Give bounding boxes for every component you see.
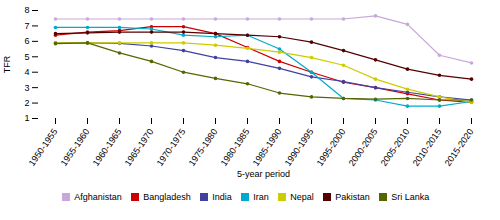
svg-text:1: 1 xyxy=(24,113,29,123)
svg-text:1970-1975: 1970-1975 xyxy=(155,127,188,168)
svg-text:1995-2000: 1995-2000 xyxy=(315,127,348,168)
svg-text:2015-2020: 2015-2020 xyxy=(443,127,476,168)
svg-text:1985-1990: 1985-1990 xyxy=(251,127,284,168)
svg-text:4: 4 xyxy=(24,67,29,77)
html-text:Pakistan: Pakistan xyxy=(335,191,370,202)
html-text:Iran: Iran xyxy=(253,191,269,202)
svg-text:2005-2010: 2005-2010 xyxy=(379,127,412,168)
svg-text:1960-1965: 1960-1965 xyxy=(91,127,124,168)
html-text:India: India xyxy=(212,191,232,202)
html-text:Bangladesh: Bangladesh xyxy=(143,191,191,202)
svg-text:1975-1980: 1975-1980 xyxy=(187,127,220,168)
svg-text:5-year period: 5-year period xyxy=(237,169,290,179)
svg-text:1990-1995: 1990-1995 xyxy=(283,127,316,168)
html-text:Nepal: Nepal xyxy=(290,191,314,202)
html-text:Sri Lanka: Sri Lanka xyxy=(391,191,430,202)
svg-text:TFR: TFR xyxy=(2,55,12,73)
svg-text:2000-2005: 2000-2005 xyxy=(347,127,380,168)
svg-text:1965-1970: 1965-1970 xyxy=(123,127,156,168)
svg-text:2: 2 xyxy=(24,98,29,108)
svg-text:1955-1960: 1955-1960 xyxy=(59,127,92,168)
html-text:Afghanistan: Afghanistan xyxy=(74,191,122,202)
svg-text:5: 5 xyxy=(24,52,29,62)
svg-text:8: 8 xyxy=(24,5,29,15)
svg-text:7: 7 xyxy=(24,21,29,31)
svg-text:6: 6 xyxy=(24,36,29,46)
svg-text:1950-1955: 1950-1955 xyxy=(27,127,60,168)
svg-text:3: 3 xyxy=(24,83,29,93)
svg-text:2010-2015: 2010-2015 xyxy=(411,127,444,168)
svg-text:1980-1985: 1980-1985 xyxy=(219,127,252,168)
